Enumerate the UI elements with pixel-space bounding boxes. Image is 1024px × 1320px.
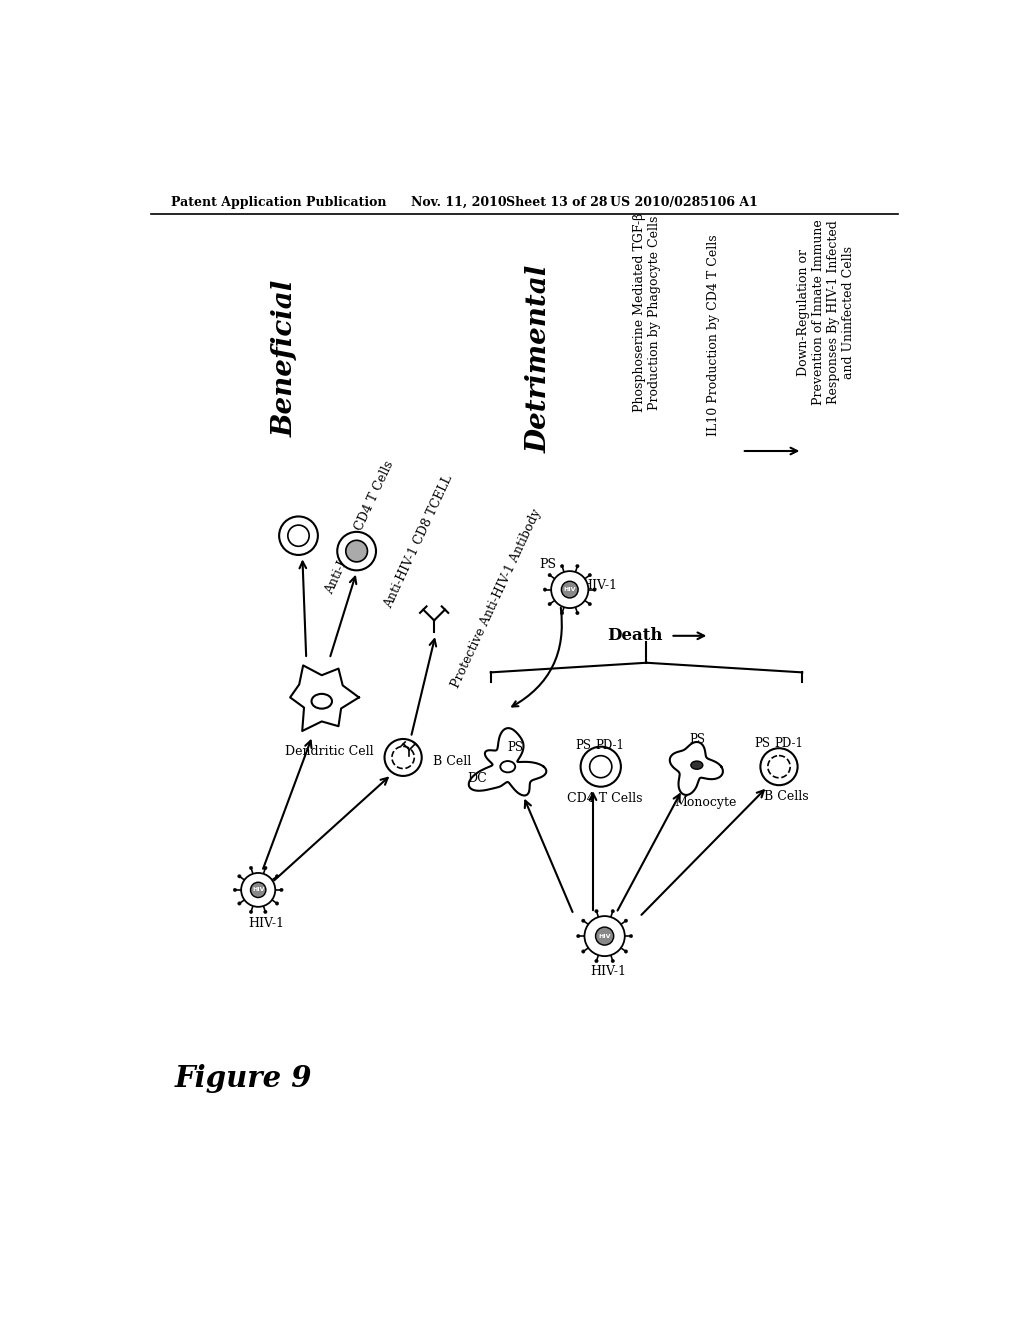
Circle shape (577, 935, 580, 937)
Circle shape (582, 950, 585, 953)
Text: PD-1: PD-1 (596, 739, 625, 751)
Circle shape (238, 875, 241, 878)
Circle shape (233, 888, 237, 891)
Circle shape (588, 602, 592, 606)
Polygon shape (670, 742, 723, 795)
Circle shape (275, 875, 279, 878)
Text: Down-Regulation or
Prevention of Innate Immune
Responses By HIV-1 Infected
and U: Down-Regulation or Prevention of Innate … (797, 219, 854, 405)
Text: HIV-1: HIV-1 (582, 579, 617, 593)
Circle shape (346, 540, 368, 562)
Circle shape (548, 573, 551, 577)
Circle shape (595, 909, 598, 913)
Polygon shape (469, 729, 547, 796)
Ellipse shape (691, 762, 702, 770)
Circle shape (551, 572, 589, 609)
Circle shape (280, 888, 284, 891)
Circle shape (288, 525, 309, 546)
Circle shape (392, 746, 415, 768)
Text: IL10 Production by CD4 T Cells: IL10 Production by CD4 T Cells (707, 235, 720, 437)
Text: Dendritic Cell: Dendritic Cell (286, 744, 374, 758)
Circle shape (249, 911, 253, 913)
Text: Phosphoserine Mediated TGF-β
Production by Phagocyte Cells: Phosphoserine Mediated TGF-β Production … (633, 213, 662, 412)
Circle shape (275, 902, 279, 906)
Circle shape (625, 919, 628, 923)
Text: Monocyte: Monocyte (674, 796, 736, 809)
Circle shape (263, 866, 267, 870)
Circle shape (251, 882, 266, 898)
Circle shape (238, 902, 241, 906)
Circle shape (761, 748, 798, 785)
Circle shape (588, 573, 592, 577)
Text: Anti-HIV-1 CD4 T Cells: Anti-HIV-1 CD4 T Cells (324, 459, 396, 597)
Circle shape (630, 935, 633, 937)
Text: DC: DC (467, 772, 486, 785)
Circle shape (385, 739, 422, 776)
Circle shape (241, 873, 275, 907)
Ellipse shape (501, 762, 515, 772)
Circle shape (263, 911, 267, 913)
Circle shape (596, 927, 613, 945)
Text: HIV-1: HIV-1 (591, 965, 627, 978)
Polygon shape (290, 665, 359, 731)
Text: US 2010/0285106 A1: US 2010/0285106 A1 (610, 195, 758, 209)
Circle shape (561, 581, 579, 598)
Ellipse shape (311, 694, 332, 709)
Text: PS: PS (508, 741, 523, 754)
Text: PS: PS (540, 558, 557, 572)
Circle shape (249, 866, 253, 870)
Text: B Cells: B Cells (765, 789, 809, 803)
Circle shape (595, 960, 598, 962)
Circle shape (593, 587, 596, 591)
Circle shape (560, 565, 564, 568)
Text: Figure 9: Figure 9 (174, 1064, 312, 1093)
Text: Death: Death (607, 627, 663, 644)
Text: PS: PS (575, 739, 592, 751)
Circle shape (575, 611, 580, 615)
Text: HIV: HIV (563, 587, 575, 593)
Circle shape (768, 755, 791, 777)
Text: PD-1: PD-1 (774, 737, 803, 750)
Circle shape (590, 755, 611, 777)
Text: PS: PS (689, 733, 706, 746)
Text: Protective Anti-HIV-1 Antibody: Protective Anti-HIV-1 Antibody (450, 507, 544, 690)
Text: HIV-1: HIV-1 (248, 917, 284, 929)
Text: Anti-HIV-1 CD8 TCELL: Anti-HIV-1 CD8 TCELL (382, 473, 456, 611)
Text: Sheet 13 of 28: Sheet 13 of 28 (506, 195, 607, 209)
Circle shape (280, 516, 317, 554)
Circle shape (611, 960, 614, 962)
Circle shape (560, 611, 564, 615)
Text: HIV: HIV (598, 933, 611, 939)
Text: PS: PS (754, 737, 770, 750)
Circle shape (575, 565, 580, 568)
Circle shape (337, 532, 376, 570)
Text: HIV: HIV (252, 887, 264, 892)
Circle shape (585, 916, 625, 956)
Text: Patent Application Publication: Patent Application Publication (171, 195, 386, 209)
Text: CD4 T Cells: CD4 T Cells (567, 792, 642, 805)
Circle shape (581, 747, 621, 787)
Circle shape (611, 909, 614, 913)
Text: B Cell: B Cell (432, 755, 471, 768)
Circle shape (625, 950, 628, 953)
Text: Nov. 11, 2010: Nov. 11, 2010 (411, 195, 507, 209)
Circle shape (582, 919, 585, 923)
Circle shape (544, 587, 547, 591)
Text: Beneficial: Beneficial (271, 280, 299, 437)
Text: Detrimental: Detrimental (525, 264, 552, 453)
Circle shape (548, 602, 551, 606)
